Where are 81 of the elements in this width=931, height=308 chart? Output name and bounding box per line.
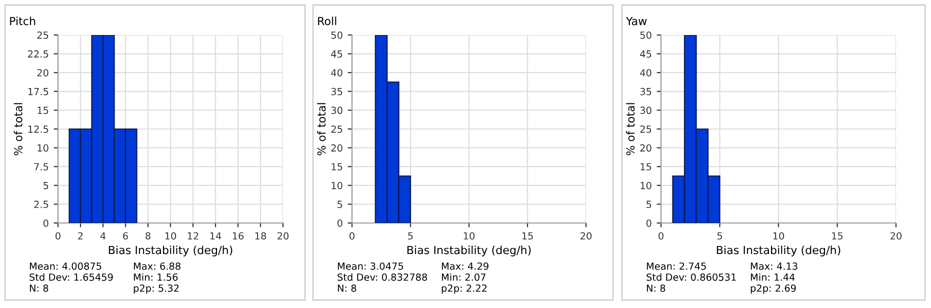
- y-tick-label: 0: [646, 219, 652, 227]
- y-axis-title: % of total: [626, 103, 635, 156]
- x-tick-label: 10: [165, 232, 176, 240]
- x-tick-label: 15: [522, 232, 533, 240]
- x-tick-label: 8: [146, 232, 150, 240]
- y-tick-label: 20: [37, 69, 48, 76]
- x-axis-title: Bias Instability (deg/h): [407, 246, 531, 256]
- y-tick-label: 12.5: [28, 125, 48, 133]
- text: Min: 1.44: [750, 273, 795, 281]
- x-tick-label: 18: [255, 232, 266, 240]
- y-tick-label: 0: [337, 219, 342, 227]
- y-tick-label: 50: [331, 31, 342, 39]
- y-tick-label: 5: [44, 182, 48, 190]
- y-tick-label: 5: [338, 200, 342, 208]
- x-tick-label: 20: [278, 232, 289, 240]
- y-axis-title: % of total: [14, 103, 22, 156]
- y-axis-title: % of total: [317, 103, 326, 156]
- y-tick-label: 15: [640, 163, 652, 170]
- y-tick-label: 40: [331, 69, 342, 76]
- text: Std Dev: 1.65459: [30, 273, 113, 281]
- chart-title: Yaw: [626, 16, 647, 26]
- y-tick-label: 25: [640, 125, 652, 133]
- text: p2p: 5.32: [134, 284, 179, 294]
- chart-title: Roll: [318, 16, 336, 26]
- x-tick-label: 10: [773, 232, 784, 240]
- x-tick-label: 10: [464, 232, 475, 240]
- y-tick-label: 0: [43, 219, 48, 227]
- x-tick-label: 0: [56, 232, 60, 240]
- text: Min: 1.56: [134, 273, 178, 281]
- y-tick-label: 10: [640, 182, 652, 190]
- y-tick-label: 40: [640, 69, 652, 76]
- y-tick-label: 50: [640, 31, 652, 39]
- y-tick-label: 30: [331, 106, 342, 114]
- text: Std Dev: 0.832788: [338, 273, 428, 281]
- y-tick-label: 25: [331, 125, 342, 133]
- x-tick-label: 4: [100, 232, 106, 240]
- text: N: 8: [646, 284, 666, 292]
- y-tick-label: 2.5: [34, 200, 48, 208]
- x-tick-label: 0: [658, 232, 664, 240]
- y-tick-label: 35: [331, 88, 342, 96]
- text: p2p: 2.69: [750, 284, 796, 294]
- y-tick-label: 7.5: [34, 163, 48, 170]
- y-tick-label: 20: [331, 144, 342, 152]
- text: Mean: 2.745: [646, 262, 706, 270]
- x-tick-label: 6: [123, 232, 128, 240]
- x-tick-label: 20: [580, 232, 592, 240]
- y-tick-label: 10: [38, 144, 48, 152]
- y-tick-label: 20: [640, 144, 652, 152]
- y-tick-label: 15: [38, 106, 48, 114]
- text: Min: 2.07: [442, 273, 486, 281]
- y-tick-label: 25: [37, 31, 48, 39]
- x-axis-title: Bias Instability (deg/h): [716, 246, 840, 256]
- text: Mean: 4.00875: [30, 262, 102, 270]
- y-tick-label: 45: [640, 50, 652, 58]
- text: Mean: 3.0475: [338, 262, 404, 270]
- x-tick-label: 2: [78, 232, 83, 240]
- y-tick-label: 17.5: [28, 88, 48, 96]
- y-tick-label: 22.5: [28, 50, 48, 58]
- x-tick-label: 20: [890, 232, 902, 240]
- y-tick-label: 35: [640, 88, 652, 96]
- x-tick-label: 5: [408, 232, 413, 240]
- chart-title: Pitch: [10, 16, 36, 26]
- y-tick-label: 45: [331, 50, 342, 58]
- text: p2p: 2.22: [442, 284, 487, 294]
- x-axis-title: Bias Instability (deg/h): [108, 246, 232, 256]
- y-tick-label: 5: [646, 200, 652, 208]
- x-tick-label: 15: [832, 232, 843, 240]
- y-tick-label: 15: [332, 163, 342, 170]
- x-tick-label: 0: [350, 232, 354, 240]
- x-tick-label: 16: [232, 232, 244, 240]
- y-tick-label: 10: [332, 182, 342, 190]
- y-tick-label: 30: [640, 106, 652, 114]
- x-tick-label: 14: [210, 232, 222, 240]
- x-tick-label: 5: [717, 232, 722, 240]
- x-tick-label: 12: [188, 232, 198, 240]
- text: N: 8: [30, 284, 48, 292]
- text: Max: 4.13: [750, 262, 798, 270]
- text: Std Dev: 0.860531: [646, 273, 736, 281]
- text: Max: 6.88: [134, 262, 180, 270]
- text: N: 8: [338, 284, 356, 292]
- text: Max: 4.29: [442, 262, 488, 270]
